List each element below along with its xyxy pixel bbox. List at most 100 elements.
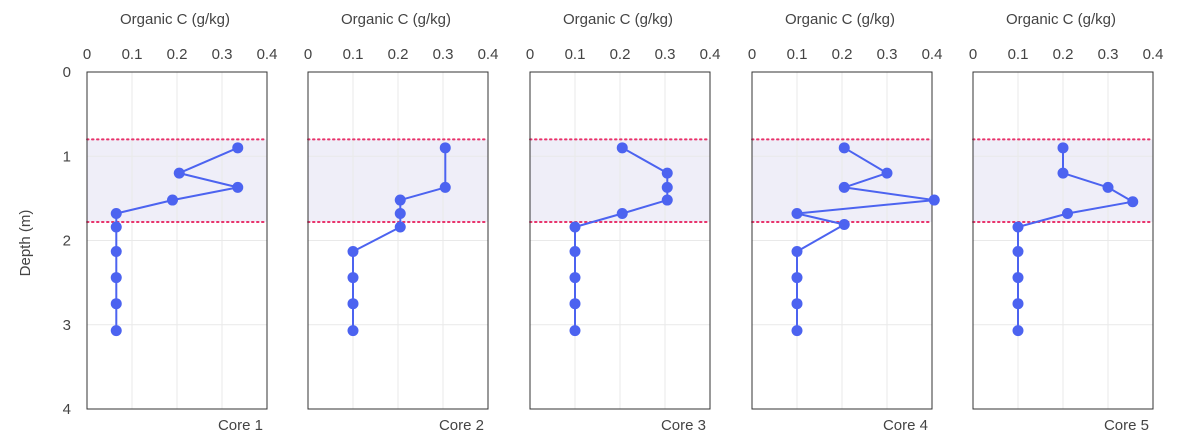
x-tick-label: 0.1: [565, 46, 586, 63]
x-tick-label: 0.4: [1143, 46, 1164, 63]
x-tick-label: 0.1: [1008, 46, 1029, 63]
data-point: [110, 208, 122, 220]
data-point: [110, 221, 122, 233]
data-point: [661, 167, 673, 179]
panel-frame: [751, 71, 933, 410]
data-point: [232, 181, 244, 193]
data-point: [1012, 272, 1024, 284]
data-point: [1102, 181, 1114, 193]
data-point: [838, 142, 850, 154]
panel-3: Organic C (g/kg) 0 0.1 0.2 0.3 0.4 Core 3: [526, 11, 721, 434]
data-point: [347, 272, 359, 284]
series-line: [796, 146, 936, 331]
core-label: Core 3: [661, 417, 706, 434]
core-label: Core 2: [439, 417, 484, 434]
data-point: [838, 181, 850, 193]
data-point: [1012, 325, 1024, 337]
data-point: [110, 298, 122, 310]
y-tick-label: 1: [63, 148, 71, 165]
data-point: [167, 194, 178, 206]
y-axis-title: Depth (m): [17, 210, 34, 277]
x-axis-title: Organic C (g/kg): [1006, 11, 1116, 28]
data-point: [439, 181, 451, 193]
panel-frame: [529, 71, 711, 410]
core-label: Core 4: [883, 417, 928, 434]
x-tick-label: 0.3: [1098, 46, 1119, 63]
data-point: [881, 167, 893, 179]
data-point: [1012, 298, 1024, 310]
x-tick-label: 0.3: [655, 46, 676, 63]
core-label: Core 1: [218, 417, 263, 434]
x-tick-label: 0.2: [610, 46, 631, 63]
panel-4: Organic C (g/kg) 0 0.1 0.2 0.3 0.4 Core 4: [748, 11, 943, 434]
panel-frame: [86, 71, 268, 410]
data-point: [1127, 196, 1139, 208]
data-point: [661, 194, 673, 206]
data-point: [1057, 142, 1069, 154]
data-point: [616, 142, 628, 154]
x-tick-label: 0: [969, 46, 977, 63]
core-label: Core 5: [1104, 417, 1149, 434]
x-tick-label: 0: [304, 46, 312, 63]
panel-frame: [307, 71, 489, 410]
data-point: [110, 245, 122, 257]
x-tick-label: 0.3: [877, 46, 898, 63]
x-tick-label: 0.2: [832, 46, 853, 63]
data-point: [1012, 245, 1024, 257]
series-line: [1017, 147, 1134, 331]
data-point: [791, 245, 803, 257]
data-point: [616, 208, 628, 220]
x-tick-label: 0.1: [122, 46, 143, 63]
x-tick-label: 0.2: [388, 46, 409, 63]
data-point: [232, 142, 244, 154]
x-tick-label: 0.3: [433, 46, 454, 63]
data-point: [173, 167, 185, 179]
x-tick-label: 0.4: [257, 46, 278, 63]
x-tick-label: 0.4: [478, 46, 499, 63]
data-point: [569, 221, 581, 233]
data-point: [791, 272, 803, 284]
data-point: [791, 208, 803, 220]
x-tick-label: 0: [526, 46, 534, 63]
y-tick-label: 4: [63, 401, 71, 418]
x-axis-title: Organic C (g/kg): [785, 11, 895, 28]
data-point: [569, 298, 581, 310]
x-tick-label: 0.1: [787, 46, 808, 63]
y-tick-label: 0: [63, 64, 71, 81]
data-point: [347, 325, 359, 337]
x-axis-title: Organic C (g/kg): [120, 11, 230, 28]
data-point: [569, 245, 581, 257]
series-line: [574, 146, 669, 331]
y-tick-label: 2: [63, 233, 71, 250]
x-axis-title: Organic C (g/kg): [341, 11, 451, 28]
x-axis-title: Organic C (g/kg): [563, 11, 673, 28]
panel-frame: [972, 71, 1154, 410]
data-point: [110, 272, 122, 284]
panel-2: Organic C (g/kg) 0 0.1 0.2 0.3 0.4 Core 2: [304, 11, 499, 434]
data-point: [394, 208, 406, 220]
x-tick-label: 0.2: [167, 46, 188, 63]
data-point: [661, 181, 673, 193]
x-tick-label: 0.3: [212, 46, 233, 63]
x-tick-label: 0.4: [922, 46, 943, 63]
data-point: [347, 298, 359, 310]
data-point: [394, 221, 406, 233]
data-point: [347, 245, 359, 257]
series-line: [115, 146, 239, 331]
data-point: [838, 218, 850, 230]
data-point: [791, 325, 803, 337]
x-tick-label: 0.1: [343, 46, 364, 63]
x-tick-label: 0: [748, 46, 756, 63]
data-point: [1062, 208, 1073, 220]
data-point: [569, 272, 581, 284]
data-point: [394, 194, 406, 206]
x-tick-label: 0.2: [1053, 46, 1074, 63]
panel-1: Organic C (g/kg) 0 0.1 0.2 0.3 0.4 0 1 2 3 4 Core 1: [63, 11, 278, 434]
data-point: [791, 298, 803, 310]
x-tick-label: 0.4: [700, 46, 721, 63]
data-point: [1057, 167, 1069, 179]
panel-5: Organic C (g/kg) 0 0.1 0.2 0.3 0.4 Core 5: [969, 11, 1164, 434]
data-point: [1012, 221, 1024, 233]
y-tick-label: 3: [63, 317, 71, 334]
